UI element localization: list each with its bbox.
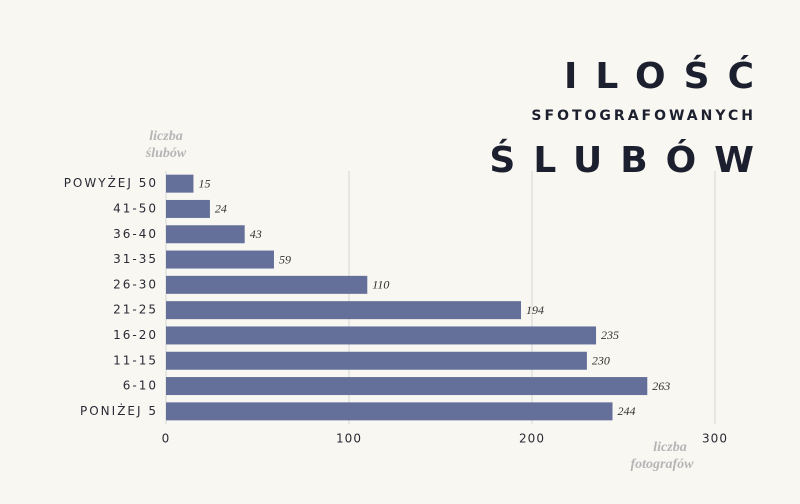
y-tick-label: 26-30 [113,277,158,291]
value-label: 110 [372,278,389,292]
value-label: 59 [279,252,291,266]
bar [166,174,194,193]
value-label: 263 [652,379,670,393]
value-label: 230 [592,354,610,368]
y-tick-label: 21-25 [113,303,158,317]
y-tick-label: 36-40 [113,227,158,241]
x-tick-label: 0 [162,432,171,446]
bar [166,301,522,320]
y-tick-label: 11-15 [113,353,158,367]
y-tick-label: 6-10 [123,379,158,393]
bar [166,225,245,244]
y-tick-label: 31-35 [113,252,158,266]
x-axis-label: fotografów [631,457,695,472]
y-tick-label: PONIŻEJ 5 [80,403,158,418]
x-tick-label: 300 [702,432,728,446]
value-label: 244 [618,404,636,418]
y-tick-label: POWYŻEJ 50 [64,175,158,190]
y-axis-label: liczba [149,129,182,144]
x-axis-label: liczba [653,440,686,455]
bar [166,402,613,421]
value-label: 15 [198,176,210,190]
value-label: 194 [526,303,544,317]
value-label: 235 [601,328,619,342]
x-tick-label: 200 [519,432,545,446]
chart-title: ŚLUBÓW [489,139,772,181]
bar [166,377,648,396]
bar [166,351,587,370]
y-tick-label: 41-50 [113,201,158,215]
value-label: 43 [250,227,262,241]
y-tick-label: 16-20 [113,328,158,342]
bar [166,326,597,345]
bar [166,275,368,294]
y-axis-label: ślubów [145,146,187,161]
chart-title: SFOTOGRAFOWANYCH [531,108,756,124]
value-label: 24 [215,202,227,216]
bar [166,199,210,218]
x-tick-label: 100 [336,432,362,446]
bar [166,250,274,269]
chart-title: ILOŚĆ [564,55,772,97]
